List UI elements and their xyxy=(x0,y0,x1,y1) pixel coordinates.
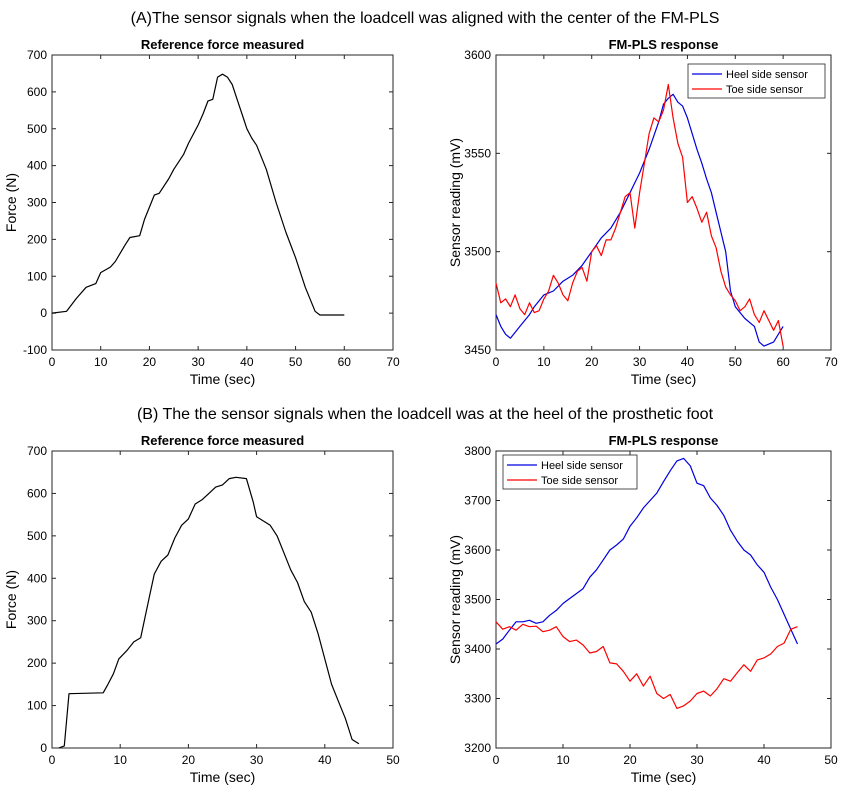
x-tick-label: 30 xyxy=(633,355,647,369)
x-axis-label: Time (sec) xyxy=(631,371,697,387)
y-tick-label: 600 xyxy=(27,486,47,500)
y-axis-label: Sensor reading (mV) xyxy=(447,535,463,664)
y-tick-label: 3550 xyxy=(464,146,491,160)
x-tick-label: 0 xyxy=(493,355,500,369)
y-tick-label: 3400 xyxy=(464,642,491,656)
x-tick-label: 50 xyxy=(289,355,303,369)
legend: Heel side sensor Toe side sensor xyxy=(502,454,638,490)
x-tick-label: 50 xyxy=(729,355,743,369)
x-tick-label: 20 xyxy=(143,355,157,369)
y-tick-label: 0 xyxy=(40,306,47,320)
a-plss-chart: FM-PLS response 0 10 20 30 40 50 60 70 3450 3500 35… xyxy=(447,37,838,387)
legend: Heel side sensor Toe side sensor xyxy=(687,63,826,99)
x-tick-label: 30 xyxy=(690,753,704,767)
x-tick-label: 40 xyxy=(757,753,771,767)
y-tick-label: 200 xyxy=(27,656,47,670)
force-line xyxy=(58,476,360,749)
x-tick-label: 40 xyxy=(318,753,332,767)
y-tick-label: 100 xyxy=(27,269,47,283)
legend-label: Heel side sensor xyxy=(541,460,623,472)
plot-frame xyxy=(51,54,394,351)
x-tick-label: 0 xyxy=(493,753,500,767)
y-tick-label: 3700 xyxy=(464,494,491,508)
y-tick-label: 700 xyxy=(27,444,47,458)
chart-title: Reference force measured xyxy=(141,37,304,52)
x-tick-label: 60 xyxy=(776,355,790,369)
y-tick-label: 3800 xyxy=(464,444,491,458)
x-tick-label: 30 xyxy=(191,355,205,369)
y-tick-label: 400 xyxy=(27,159,47,173)
y-tick-label: 600 xyxy=(27,85,47,99)
x-tick-label: 20 xyxy=(182,753,196,767)
x-tick-label: 70 xyxy=(824,355,838,369)
y-tick-label: 300 xyxy=(27,196,47,210)
y-tick-label: 3600 xyxy=(464,543,491,557)
heel-side-sensor-line xyxy=(495,457,799,645)
y-tick-label: 500 xyxy=(27,529,47,543)
y-tick-label: 100 xyxy=(27,699,47,713)
y-tick-label: 200 xyxy=(27,232,47,246)
heel-side-sensor-line xyxy=(495,93,784,347)
x-axis-label: Time (sec) xyxy=(190,769,256,785)
toe-side-sensor-line xyxy=(495,621,798,710)
x-axis-label: Time (sec) xyxy=(631,769,697,785)
section-a-title: (A)The sensor signals when the loadcell … xyxy=(131,10,720,27)
chart-title: Reference force measured xyxy=(141,433,304,448)
x-tick-label: 70 xyxy=(386,355,400,369)
x-tick-label: 20 xyxy=(585,355,599,369)
chart-title: FM-PLS response xyxy=(609,433,719,448)
y-tick-label: 3200 xyxy=(464,741,491,755)
x-tick-label: 10 xyxy=(114,753,128,767)
x-tick-label: 0 xyxy=(49,753,56,767)
y-axis-label: Sensor reading (mV) xyxy=(447,138,463,267)
legend-label: Toe side sensor xyxy=(541,475,618,487)
y-tick-label: 300 xyxy=(27,614,47,628)
force-line xyxy=(51,73,345,316)
legend-box xyxy=(502,454,638,490)
x-tick-label: 30 xyxy=(250,753,264,767)
x-tick-label: 10 xyxy=(94,355,108,369)
y-tick-label: 3500 xyxy=(464,593,491,607)
x-tick-label: 10 xyxy=(556,753,570,767)
x-tick-label: 60 xyxy=(338,355,352,369)
y-tick-label: 3600 xyxy=(464,48,491,62)
y-tick-label: 500 xyxy=(27,122,47,136)
legend-label: Heel side sensor xyxy=(726,69,808,81)
y-axis-label: Force (N) xyxy=(3,173,19,232)
plot-frame xyxy=(495,450,832,749)
x-tick-label: 40 xyxy=(681,355,695,369)
y-tick-label: 400 xyxy=(27,571,47,585)
y-axis-label: Force (N) xyxy=(3,570,19,629)
x-tick-label: 0 xyxy=(49,355,56,369)
plot-frame xyxy=(51,450,394,749)
chart-title: FM-PLS response xyxy=(609,37,719,52)
plot-frame xyxy=(495,54,832,351)
b-plss-chart: FM-PLS response 0 10 20 30 40 50 3200 3300 3400 35… xyxy=(447,433,838,785)
y-tick-label: -100 xyxy=(23,343,47,357)
a-force-chart: Reference force measured 0 10 20 30 40 50 60 70 -… xyxy=(3,37,400,387)
y-tick-label: 0 xyxy=(40,741,47,755)
y-tick-label: 3300 xyxy=(464,692,491,706)
x-tick-label: 10 xyxy=(537,355,551,369)
x-axis-label: Time (sec) xyxy=(190,371,256,387)
x-tick-label: 50 xyxy=(824,753,838,767)
x-tick-label: 40 xyxy=(240,355,254,369)
legend-label: Toe side sensor xyxy=(726,84,803,96)
section-b-title: (B) The the sensor signals when the load… xyxy=(137,406,714,423)
x-tick-label: 50 xyxy=(386,753,400,767)
x-tick-label: 20 xyxy=(623,753,637,767)
y-tick-label: 3450 xyxy=(464,343,491,357)
y-tick-label: 700 xyxy=(27,48,47,62)
legend-box xyxy=(687,63,826,99)
toe-side-sensor-line xyxy=(495,83,784,347)
y-tick-label: 3500 xyxy=(464,245,491,259)
